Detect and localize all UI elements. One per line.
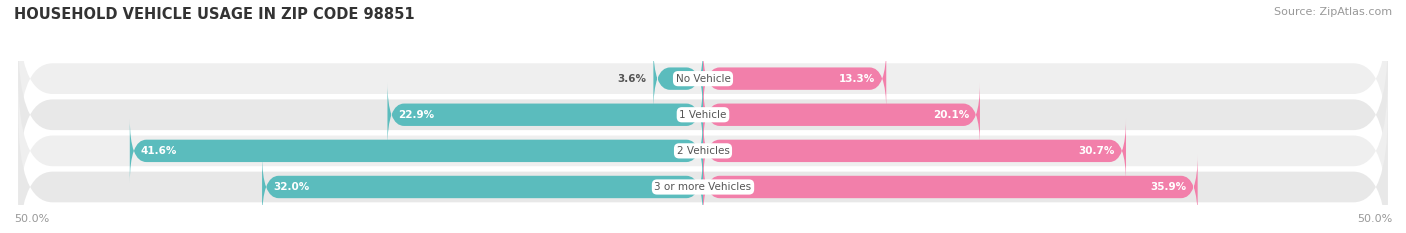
FancyBboxPatch shape (703, 155, 1198, 219)
Text: 2 Vehicles: 2 Vehicles (676, 146, 730, 156)
FancyBboxPatch shape (18, 40, 1388, 190)
FancyBboxPatch shape (388, 83, 703, 147)
Text: Source: ZipAtlas.com: Source: ZipAtlas.com (1274, 7, 1392, 17)
FancyBboxPatch shape (18, 112, 1388, 233)
FancyBboxPatch shape (703, 83, 980, 147)
Text: 50.0%: 50.0% (1357, 214, 1392, 224)
Text: 35.9%: 35.9% (1150, 182, 1187, 192)
Text: 1 Vehicle: 1 Vehicle (679, 110, 727, 120)
Text: 50.0%: 50.0% (14, 214, 49, 224)
Text: No Vehicle: No Vehicle (675, 74, 731, 84)
Text: 30.7%: 30.7% (1078, 146, 1115, 156)
FancyBboxPatch shape (654, 47, 703, 111)
FancyBboxPatch shape (262, 155, 703, 219)
Text: 20.1%: 20.1% (932, 110, 969, 120)
Text: 32.0%: 32.0% (273, 182, 309, 192)
Text: 22.9%: 22.9% (398, 110, 434, 120)
FancyBboxPatch shape (129, 119, 703, 183)
Text: 13.3%: 13.3% (839, 74, 875, 84)
Text: HOUSEHOLD VEHICLE USAGE IN ZIP CODE 98851: HOUSEHOLD VEHICLE USAGE IN ZIP CODE 9885… (14, 7, 415, 22)
FancyBboxPatch shape (18, 76, 1388, 226)
Text: 3.6%: 3.6% (617, 74, 647, 84)
FancyBboxPatch shape (18, 4, 1388, 154)
Text: 41.6%: 41.6% (141, 146, 177, 156)
Text: 3 or more Vehicles: 3 or more Vehicles (654, 182, 752, 192)
FancyBboxPatch shape (703, 119, 1126, 183)
FancyBboxPatch shape (703, 47, 886, 111)
